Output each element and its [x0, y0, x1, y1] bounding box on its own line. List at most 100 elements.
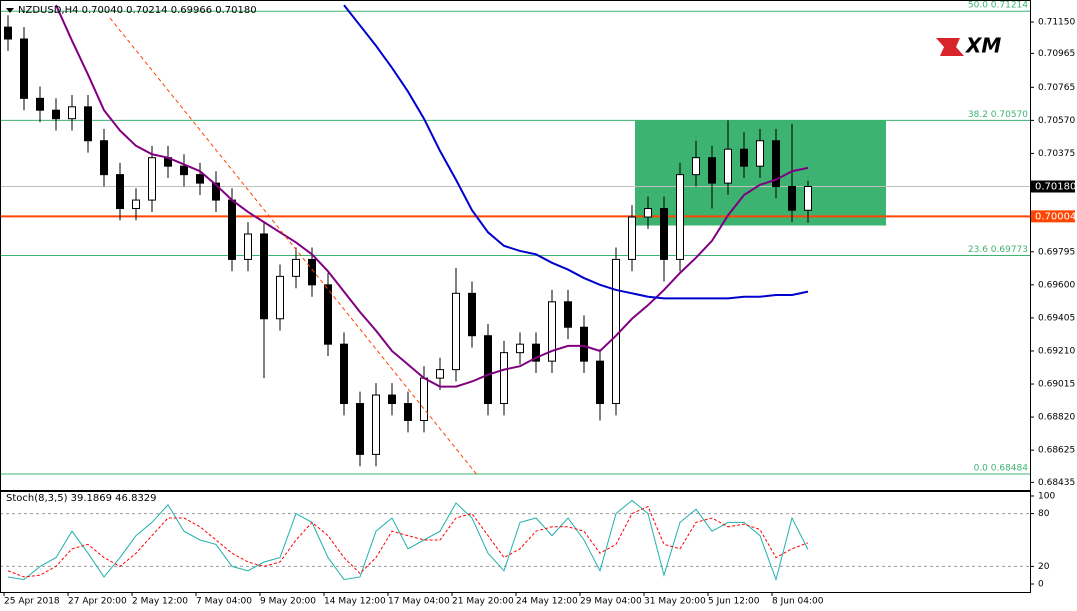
candle-body [628, 216, 636, 260]
candle-body [372, 394, 380, 455]
candle-body [132, 199, 140, 210]
x-tick-label: 25 Apr 2018 [4, 597, 60, 607]
x-tick-label: 29 May 04:00 [580, 597, 642, 607]
candle-body [596, 360, 604, 405]
candle-body [260, 233, 268, 320]
candle-body [420, 377, 428, 421]
price-tag [1031, 210, 1075, 223]
candle-body [116, 174, 124, 210]
fib-label: 0.0 0.68484 [974, 464, 1029, 474]
y-tick-label: 0.69405 [1038, 313, 1075, 323]
x-tick-label: 21 May 20:00 [452, 597, 514, 607]
candle-body [756, 140, 764, 167]
chart-title: NZDUSD,H4 0.70040 0.70214 0.69966 0.7018… [18, 5, 257, 16]
candle-body [404, 403, 412, 421]
logo-mark [936, 38, 964, 56]
candle-body [36, 97, 44, 111]
candle-body [484, 335, 492, 405]
x-tick-label: 17 May 04:00 [388, 597, 450, 607]
y-tick-label: 0 [1038, 580, 1044, 590]
candle-body [244, 233, 252, 260]
candle-body [660, 208, 668, 260]
candle-body [228, 199, 236, 260]
x-tick-label: 31 May 20:00 [644, 597, 706, 607]
y-tick-label: 0.69015 [1038, 380, 1075, 390]
candle-body [212, 182, 220, 201]
candle-body [68, 106, 76, 120]
stoch-title: Stoch(8,3,5) 39.1869 46.8329 [6, 493, 157, 504]
x-tick-label: 24 May 12:00 [516, 597, 578, 607]
fib-label: 23.6 0.69773 [968, 245, 1028, 255]
candle-body [612, 258, 620, 405]
indicator-line [55, 4, 809, 388]
indicator-line [7, 505, 809, 578]
y-tick-label: 0.70965 [1038, 49, 1075, 59]
x-tick-label: 9 May 20:00 [260, 597, 316, 607]
price-frame [0, 0, 1031, 491]
candle-body [276, 275, 284, 320]
x-tick-label: 27 Apr 20:00 [68, 597, 127, 607]
candle-body [580, 326, 588, 362]
fib-label: 38.2 0.70570 [968, 110, 1028, 120]
x-tick-label: 2 May 12:00 [132, 597, 188, 607]
x-tick-label: 5 Jun 12:00 [708, 597, 760, 607]
candle-body [644, 208, 652, 218]
candle-body [308, 258, 316, 286]
y-tick-label: 0.71150 [1038, 18, 1075, 28]
candle-body [676, 174, 684, 260]
menu-triangle [6, 8, 14, 13]
candle-body [516, 343, 524, 354]
indicator-line [343, 4, 809, 300]
x-tick-label: 7 May 04:00 [196, 597, 252, 607]
candle-body [4, 26, 12, 40]
price-tag-label: 0.70004 [1035, 211, 1076, 222]
candle-body [388, 394, 396, 405]
stoch-panel [0, 499, 1030, 582]
candle-body [724, 148, 732, 184]
candle-body [340, 343, 348, 405]
candle-body [84, 106, 92, 142]
y-tick-label: 0.70375 [1038, 149, 1075, 159]
x-tick-label: 8 Jun 04:00 [772, 597, 824, 607]
candle-body [532, 343, 540, 362]
candle-body [20, 38, 28, 99]
candle-body [788, 186, 796, 211]
candle-body [356, 403, 364, 455]
price-tag-label: 0.70180 [1035, 182, 1076, 193]
candle-body [292, 258, 300, 277]
logo: XM [964, 34, 1001, 58]
y-tick-label: 0.69795 [1038, 247, 1075, 257]
candle-body [548, 301, 556, 362]
y-tick-label: 100 [1038, 492, 1055, 502]
candle-body [100, 140, 108, 176]
candle-body [692, 157, 700, 176]
candle-body [52, 109, 60, 120]
candle-body [564, 301, 572, 328]
price-tag [1031, 180, 1075, 193]
candle-body [740, 148, 748, 167]
candle-body [180, 165, 188, 176]
price-panel: 50.0 0.71214 38.2 0.70570 23.6 0.69773 0.0 … [0, 1, 1030, 475]
y-tick-label: 0.69600 [1038, 280, 1075, 290]
candle-body [324, 284, 332, 345]
candle-body [772, 140, 780, 188]
candle-body [452, 292, 460, 371]
y-tick-label: 0.70570 [1038, 116, 1075, 126]
y-tick-label: 0.69210 [1038, 346, 1075, 356]
y-tick-label: 20 [1038, 562, 1050, 572]
stoch-frame [0, 491, 1031, 593]
y-tick-label: 0.68625 [1038, 446, 1075, 456]
y-tick-label: 0.68820 [1038, 413, 1075, 423]
candle-body [708, 157, 716, 184]
y-tick-label: 0.68435 [1038, 478, 1075, 488]
candle-body [804, 186, 812, 211]
x-tick-label: 14 May 12:00 [324, 597, 386, 607]
indicator-line [7, 499, 809, 582]
axes: 0.711500.709650.707650.705700.703750.699… [3, 18, 1076, 607]
candle-body [196, 174, 204, 184]
candle-body [468, 292, 476, 337]
y-tick-label: 80 [1038, 509, 1050, 519]
candle-body [436, 369, 444, 379]
